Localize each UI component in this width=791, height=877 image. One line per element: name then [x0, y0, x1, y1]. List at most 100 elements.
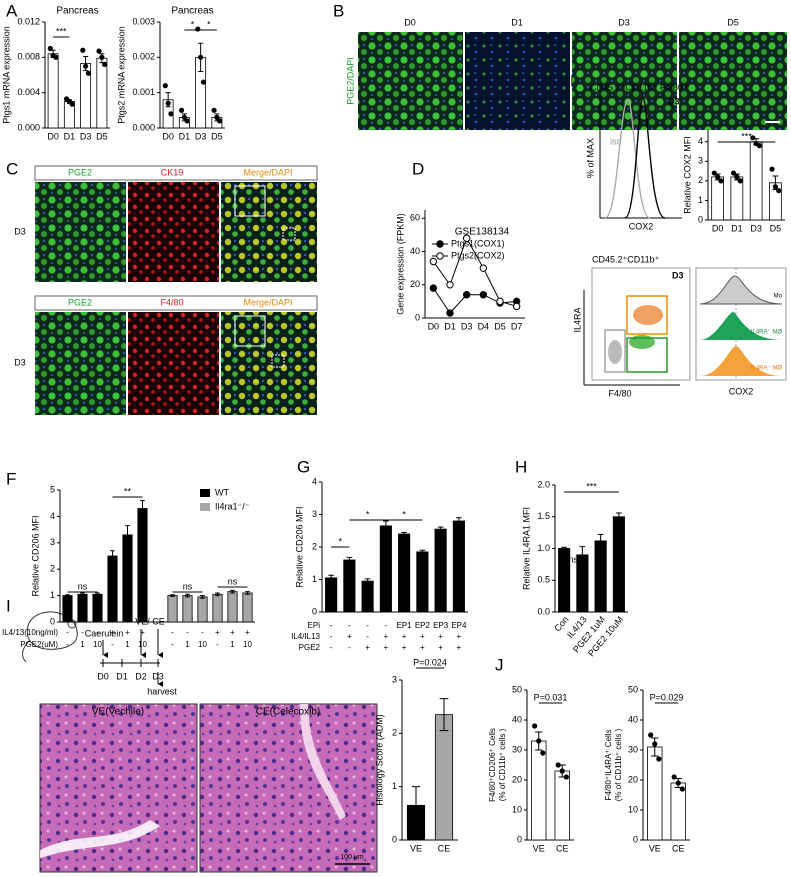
error-bar [561, 546, 567, 551]
data-point [656, 756, 662, 762]
gate [626, 295, 668, 335]
significance-label: * [191, 19, 195, 29]
stain-label: F4/80 [160, 297, 183, 307]
y-axis-label: Relative CD206 MFI [294, 506, 304, 587]
condition-value: - [186, 628, 189, 637]
error-bar [651, 737, 659, 757]
y-tick-label: 1 [392, 781, 397, 791]
significance-label: P=0.031 [534, 692, 568, 702]
condition-value: + [365, 643, 370, 652]
y-tick-label: 30 [512, 744, 522, 754]
bar [62, 595, 73, 623]
legend-swatch [200, 503, 210, 511]
error-bar [95, 592, 100, 597]
x-tick-label: D5 [211, 131, 223, 141]
stain-label: PGE2/DAPI [345, 57, 355, 105]
data-point [536, 738, 542, 744]
y-tick-label: 2 [392, 728, 397, 738]
stain-label: Merge/DAPI [243, 167, 292, 177]
condition-value: + [110, 628, 115, 637]
bar [379, 525, 392, 613]
significance-label: * [207, 19, 211, 29]
histogram [700, 346, 782, 376]
image-label: VE(Vechile) [92, 707, 144, 718]
legend-swatch [200, 489, 210, 497]
y-tick-label: 2 [312, 541, 317, 551]
x-tick-label: D3 [195, 131, 207, 141]
treatment-label: VE/ CE [135, 616, 165, 626]
bar [434, 528, 447, 613]
y-tick-label: 60 [410, 213, 420, 223]
condition-value: - [201, 628, 204, 637]
gate-title: CD45.2⁺CD11b⁺ F4/80⁺ [590, 82, 688, 92]
micrograph [572, 32, 677, 130]
data-point [737, 178, 743, 184]
x-tick-label: D5 [494, 321, 506, 331]
y-tick-label: 40 [628, 714, 638, 724]
marker [429, 284, 438, 292]
y-tick-label: 4 [312, 476, 317, 486]
data-point [217, 118, 223, 124]
y-tick-label: 0 [633, 834, 638, 844]
micrograph [465, 32, 570, 130]
condition-value: + [230, 628, 235, 637]
y-tick-label: 3 [392, 674, 397, 684]
image-label: D1 [511, 17, 523, 27]
y-tick-label: 20 [628, 774, 638, 784]
data-point [772, 184, 778, 190]
y-axis-label: Relative CD206 MFI [30, 515, 40, 596]
error-bar [456, 517, 462, 525]
y-axis-label: F4/80⁺CD206⁺ Cells [488, 728, 497, 802]
histogram-iso [604, 99, 651, 219]
error-bar [110, 550, 115, 562]
error-bar [437, 526, 444, 532]
condition-label: IL4/IL13 [291, 632, 320, 641]
bar [227, 591, 238, 623]
data-point [96, 48, 102, 54]
condition-value: + [420, 632, 425, 641]
condition-value: + [140, 628, 145, 637]
bar [325, 577, 338, 613]
data-point [211, 107, 217, 113]
data-point [776, 188, 782, 194]
y-tick-label: 1.5 [537, 511, 550, 521]
y-tick-label: 20 [512, 774, 522, 784]
x-tick-label: D0 [428, 321, 440, 331]
x-tick-label: D5 [770, 223, 782, 233]
y-tick-label: 0.012 [17, 16, 40, 26]
condition-value: EP2 [415, 621, 431, 630]
micrograph [35, 182, 126, 282]
y-tick-label: 30 [628, 744, 638, 754]
significance-label: ** [124, 486, 132, 496]
data-point [675, 780, 681, 786]
bar [612, 516, 625, 613]
panel-letter: D [412, 159, 424, 178]
y-axis-label: Histology Score (ADM) [374, 714, 384, 806]
bar [92, 593, 103, 623]
data-point [80, 47, 86, 53]
y-axis-label: F4/80⁺IL4RA⁺ Cells [604, 729, 613, 800]
bar [107, 555, 118, 623]
data-point [540, 750, 546, 756]
panel-letter: B [333, 1, 344, 20]
y-axis-label: Ptgs1 mRNA expression [1, 26, 11, 124]
error-bar [419, 549, 426, 554]
bar [749, 141, 763, 221]
error-bar [364, 578, 371, 584]
error-bar [140, 500, 145, 517]
data-point [198, 54, 204, 60]
image-label: D0 [404, 17, 416, 27]
inset [234, 185, 266, 217]
y-axis-label: (% of CD11b⁺ cells ) [498, 728, 507, 801]
image-label: D3 [618, 17, 630, 27]
y-tick-label: 2.0 [537, 479, 550, 489]
population-label: IL4RA⁺ MØ [751, 365, 783, 372]
y-tick-label: 0.0 [537, 606, 550, 616]
y-tick-label: 0 [415, 312, 420, 322]
data-point [711, 170, 717, 176]
panel-letter: I [6, 596, 11, 615]
error-bar [170, 594, 175, 597]
error-bar [125, 525, 130, 545]
y-tick-label: 1 [698, 195, 703, 205]
condition-value: - [81, 628, 84, 637]
